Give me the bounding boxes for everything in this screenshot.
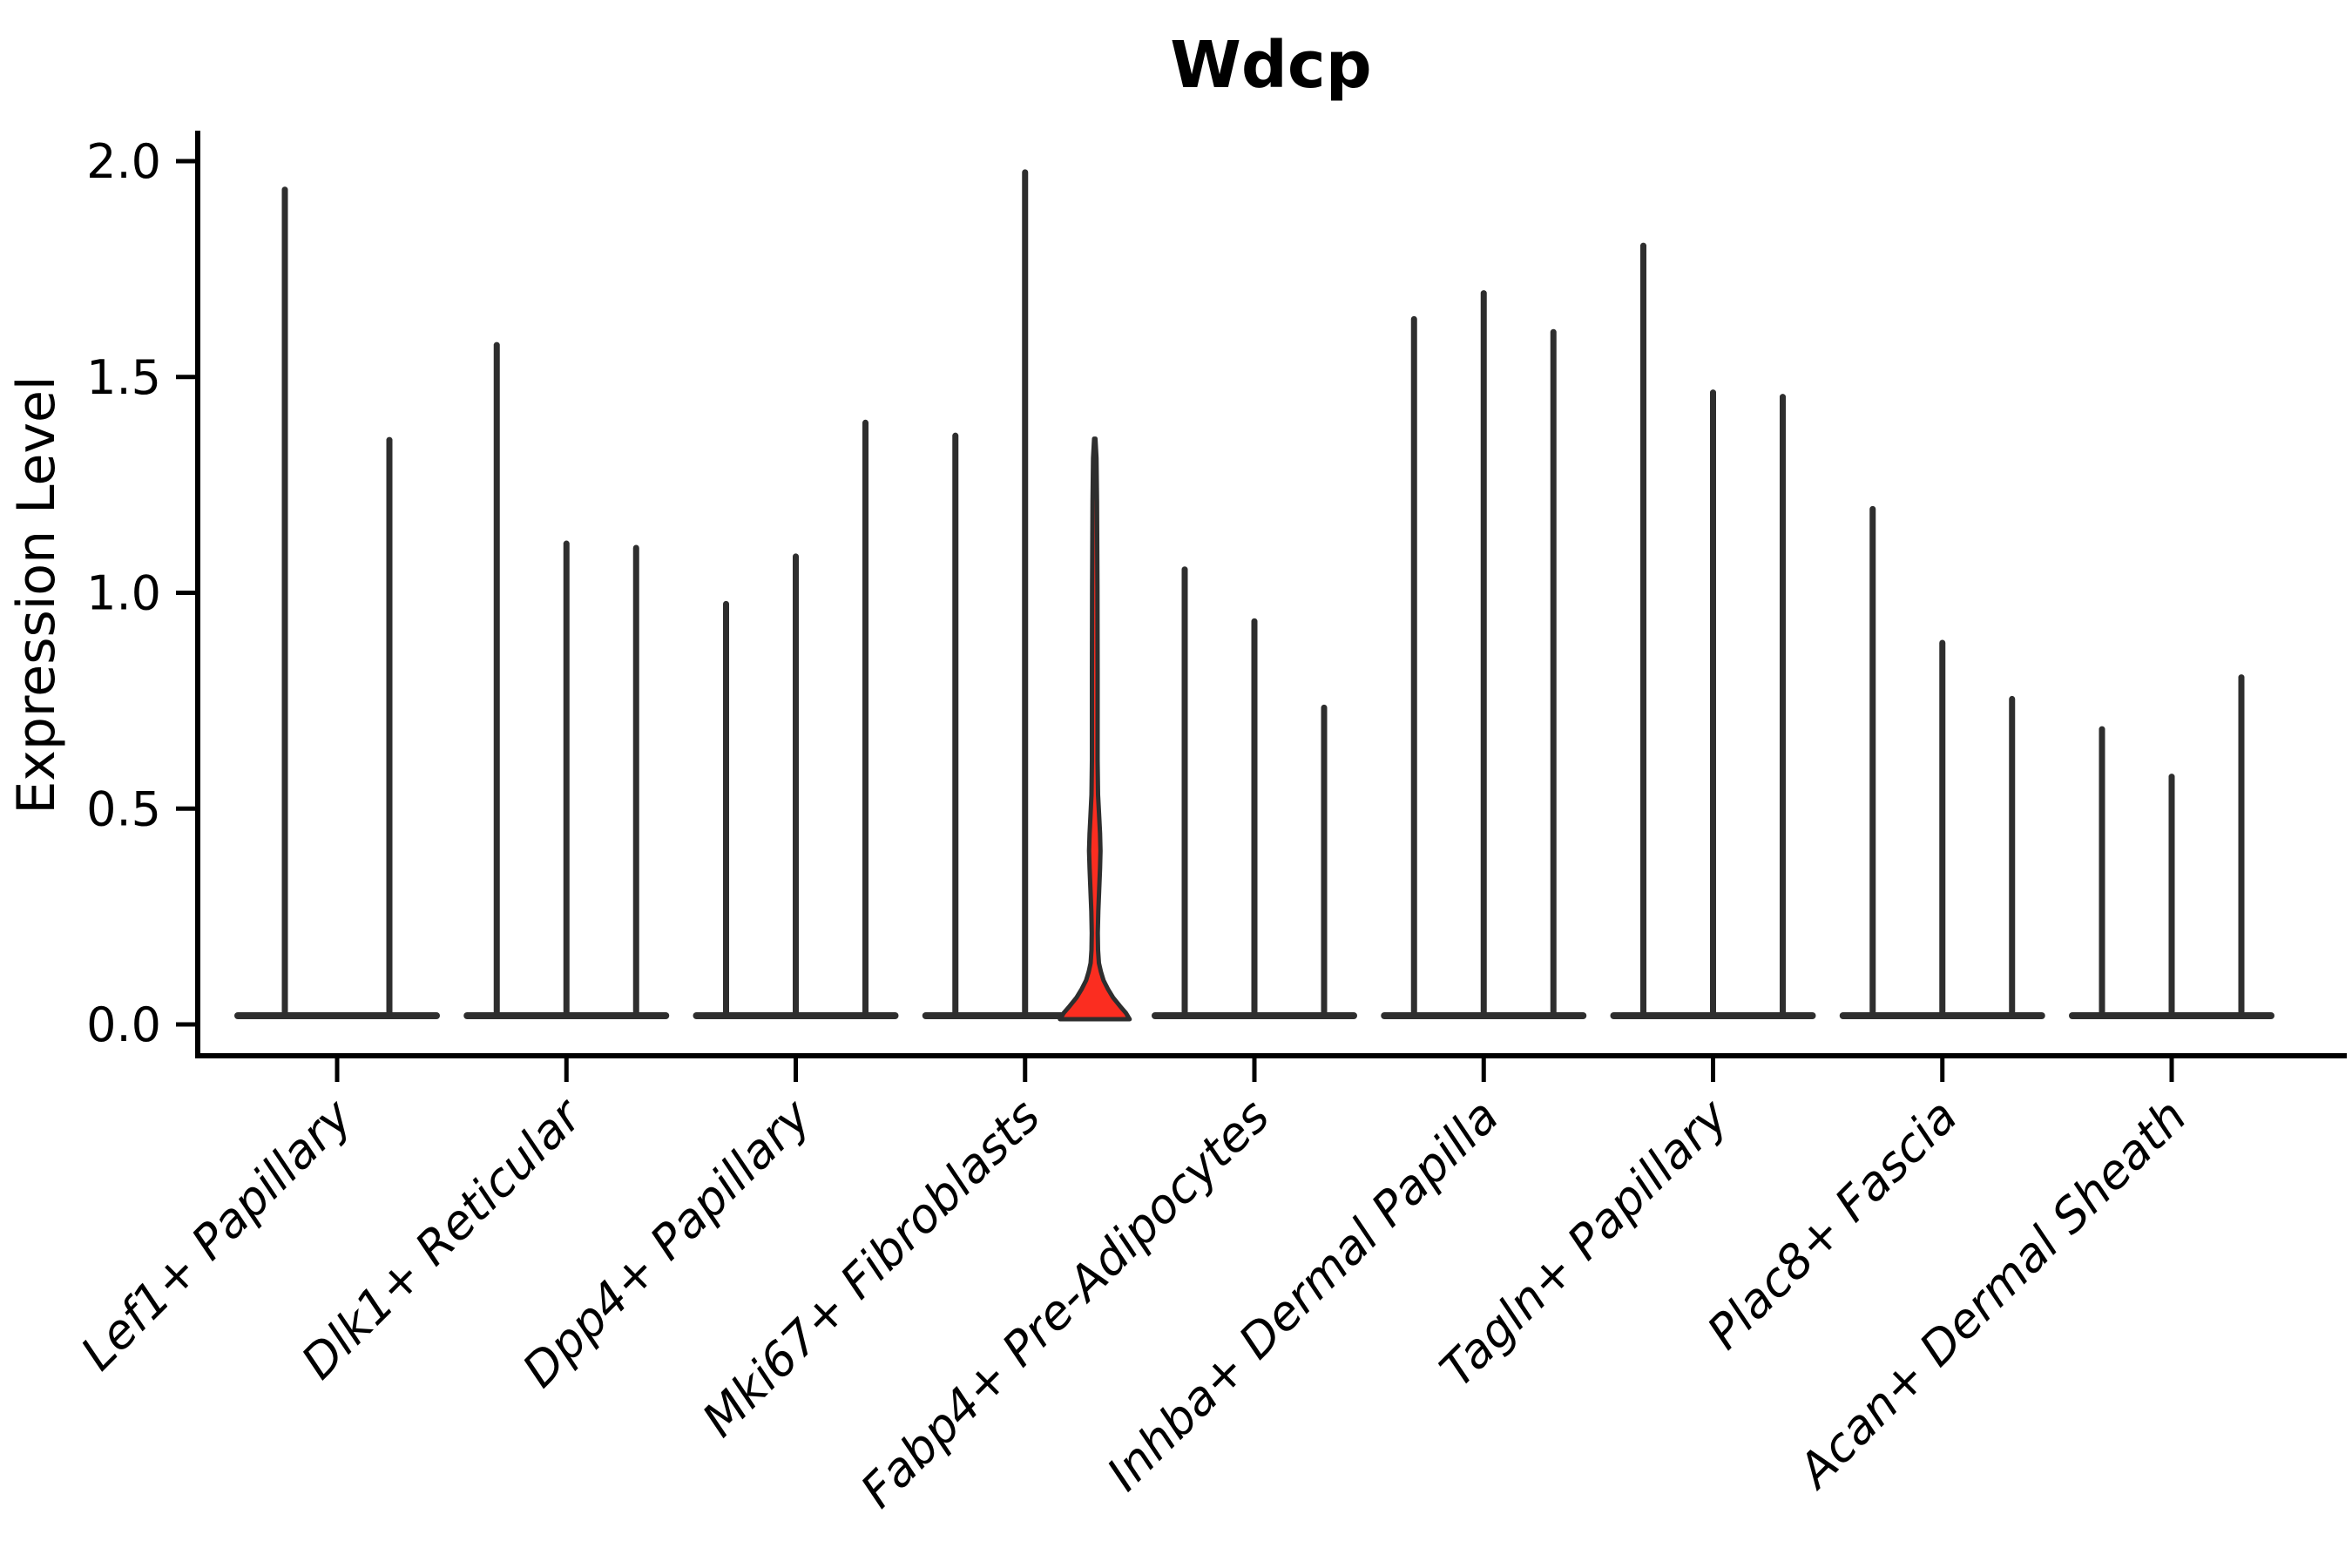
x-tick-label: Acan+ Dermal Sheath — [1786, 1089, 2197, 1500]
y-tick-label: 1.0 — [86, 566, 161, 621]
x-tick-label: Inhba+ Dermal Papilla — [1097, 1089, 1510, 1502]
chart-title: Wdcp — [1170, 28, 1371, 103]
y-tick-label: 2.0 — [86, 134, 161, 189]
y-axis-label: Expression Level — [6, 375, 67, 814]
y-tick-label: 1.5 — [86, 350, 161, 405]
highlighted-violin — [1058, 436, 1132, 1022]
x-tick-label: Fabp4+ Pre-Adipocytes — [850, 1089, 1280, 1518]
y-tick-label: 0.0 — [86, 997, 161, 1052]
y-tick-label: 0.5 — [86, 781, 161, 836]
